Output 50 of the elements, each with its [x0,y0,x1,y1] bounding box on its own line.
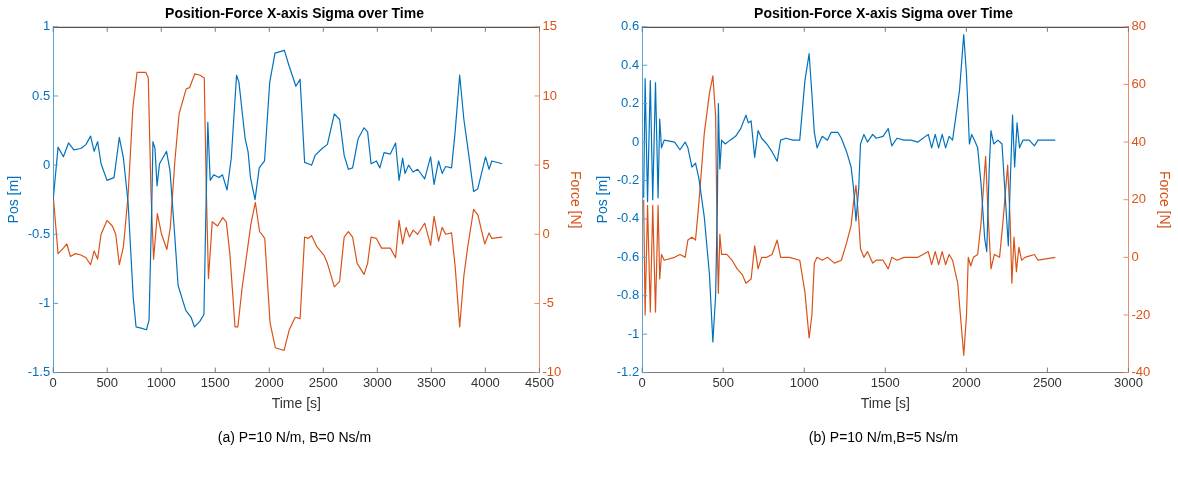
y-tick-label: -0.5 [27,225,51,241]
x-tick-label: 1000 [146,374,176,390]
text: (a) P=10 N/m, B=0 Ns/m [216,429,373,445]
y-tick-label: 1 [42,18,51,34]
x-tick-label: 1500 [870,374,900,390]
y-tick-label: 0.2 [621,95,640,111]
y2-tick-label: 10 [542,87,557,103]
y-tick-label: 0 [631,133,640,149]
x-tick-label: 3000 [362,374,392,390]
x-tick-label: 2000 [951,374,981,390]
y2-tick-label: 0 [1131,248,1139,264]
chart-title: Position-Force X-axis Sigma over Time [754,5,1014,22]
x-tick-label: 2000 [254,374,284,390]
y-tick-label: 0.5 [32,87,51,103]
text: (b) P=10 N/m,B=5 Ns/m [807,429,960,445]
y-tick-label: -1.5 [27,364,51,380]
y2-axis-title: Force [N] [1156,170,1173,229]
y2-tick-label: 5 [542,156,550,172]
x-tick-label: 2500 [308,374,338,390]
y-tick-label: -0.6 [616,248,640,264]
x-tick-label: 1500 [200,374,230,390]
x-tick-label: 500 [96,374,119,390]
y-tick-label: -1 [627,325,640,341]
x-tick-label: 1000 [789,374,819,390]
x-tick-label: 500 [712,374,735,390]
y-tick-label: 0 [42,156,51,172]
y-tick-label: -0.2 [616,172,640,188]
y2-tick-label: -20 [1131,306,1151,322]
x-axis-title: Time [s] [860,395,910,412]
y2-tick-label: 15 [542,18,557,34]
y-axis-title: Pos [m] [5,175,22,224]
y2-tick-label: 40 [1131,133,1146,149]
y-axis-title: Pos [m] [594,175,611,224]
y-tick-label: -1 [38,295,51,311]
y2-tick-label: 20 [1131,191,1146,207]
y-tick-label: 0.4 [621,56,640,72]
y2-tick-label: 60 [1131,76,1146,92]
y-tick-label: -0.8 [616,287,640,303]
y-tick-label: 0.6 [621,18,640,34]
chart-title: Position-Force X-axis Sigma over Time [165,5,425,22]
y2-axis-title: Force [N] [567,170,584,229]
y-tick-label: -1.2 [616,364,640,380]
x-tick-label: 2500 [1032,374,1062,390]
x-axis-title: Time [s] [271,395,321,412]
x-tick-label: 3500 [416,374,446,390]
x-tick-label: 4000 [470,374,500,390]
y2-tick-label: 80 [1131,18,1146,34]
y2-tick-label: -5 [542,295,554,311]
y2-tick-label: 0 [542,225,550,241]
y-tick-label: -0.4 [616,210,640,226]
